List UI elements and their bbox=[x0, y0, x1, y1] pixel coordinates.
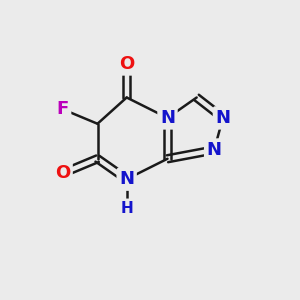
Text: N: N bbox=[160, 109, 175, 127]
Text: O: O bbox=[55, 164, 70, 182]
Text: O: O bbox=[119, 55, 134, 73]
Text: N: N bbox=[207, 141, 222, 159]
Text: F: F bbox=[56, 100, 69, 118]
Text: N: N bbox=[215, 109, 230, 127]
Text: N: N bbox=[119, 170, 134, 188]
Text: H: H bbox=[120, 201, 133, 216]
